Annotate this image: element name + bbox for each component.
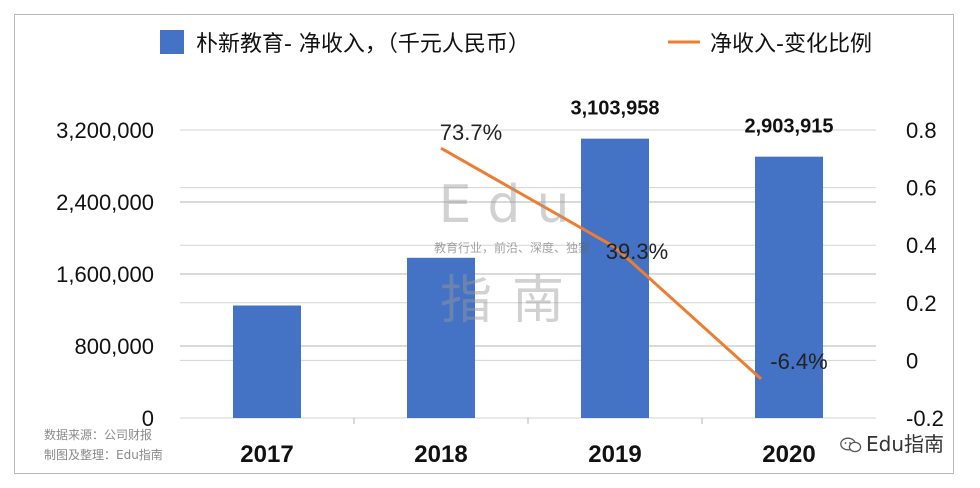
- bar-data-label: 2,903,915: [745, 116, 834, 138]
- y-right-tick-label: 0.8: [906, 118, 937, 143]
- y-right-tick-label: 0.2: [906, 291, 937, 316]
- bar-2019: [581, 138, 649, 418]
- bar-data-label: 3,103,958: [571, 98, 660, 120]
- x-tick-label: 2020: [762, 441, 815, 468]
- watermark-logo-cn: 指南: [440, 271, 584, 331]
- y-right-tick-label: -0.2: [906, 406, 944, 431]
- bar-2018: [407, 257, 475, 418]
- y-left-tick-label: 1,600,000: [56, 262, 154, 287]
- watermark-logo-latin: Edu: [439, 175, 586, 235]
- y-right-tick-label: 0.6: [906, 176, 937, 201]
- y-left-tick-label: 2,400,000: [56, 190, 154, 215]
- y-left-tick-label: 800,000: [74, 334, 154, 359]
- legend-label-bars: 朴新教育- 净收入，（千元人民币）: [196, 32, 530, 57]
- line-data-label: 73.7%: [440, 120, 502, 145]
- line-series-change: [440, 146, 763, 380]
- x-tick-label: 2017: [240, 441, 293, 468]
- brand-footer: Edu指南: [840, 428, 944, 457]
- y-right-tick-label: 0: [906, 348, 918, 373]
- x-tick-label: 2019: [588, 441, 641, 468]
- source-note-line1: 数据来源：公司财报: [44, 428, 153, 442]
- legend-label-line: 净收入-变化比例: [710, 32, 872, 57]
- wechat-icon: [840, 437, 862, 453]
- chart-frame: [14, 14, 954, 474]
- y-left-tick-label: 3,200,000: [56, 118, 154, 143]
- brand-footer-text: Edu指南: [865, 432, 944, 456]
- source-note-line2: 制图及整理：Edu指南: [44, 448, 163, 462]
- bar-2020: [755, 156, 823, 418]
- watermark-tagline: 教育行业，前沿、深度、独家: [434, 240, 590, 255]
- bar-2017: [233, 305, 301, 418]
- y-left-tick-label: 0: [142, 406, 154, 431]
- legend-swatch-bars: [160, 30, 184, 54]
- x-tick-label: 2018: [414, 441, 467, 468]
- line-data-label: 39.3%: [606, 239, 668, 264]
- line-data-label: -6.4%: [770, 349, 827, 374]
- y-right-tick-label: 0.4: [906, 233, 937, 258]
